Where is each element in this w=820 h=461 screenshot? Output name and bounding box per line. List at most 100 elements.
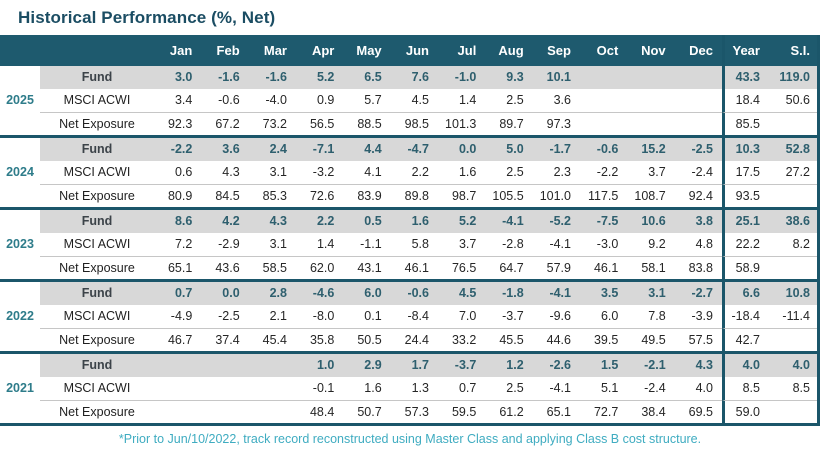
- cell-2022-fund-oct: 3.5: [579, 282, 628, 305]
- footnote-text: *Prior to Jun/10/2022, track record reco…: [118, 432, 702, 446]
- cell-2025-msci-aug: 2.5: [506, 93, 524, 107]
- cell-2021-fund-dec: 4.3: [674, 354, 722, 377]
- cell-2021-fund-sep: -2.6: [532, 354, 580, 377]
- row-label-msci: MSCI ACWI: [63, 381, 131, 395]
- cell-2025-net-oct: [579, 112, 628, 135]
- cell-2023-fund-apr: 2.2: [295, 210, 344, 233]
- cell-2025-fund-sep: 10.1: [532, 66, 580, 89]
- performance-table: Jan Feb Mar Apr May Jun Jul Aug Sep Oct Nov Dec Year…: [0, 35, 820, 426]
- year-label-2024: [0, 184, 40, 207]
- cell-2024-fund-jan: -2.2: [154, 138, 202, 161]
- cell-2022-net-dec: 57.5: [674, 328, 722, 351]
- cell-2022-fund-mar: 2.8: [248, 282, 296, 305]
- cell-2021-net-mar: [248, 400, 296, 423]
- cell-2024-msci-oct: -2.2: [596, 165, 619, 179]
- row-2022-fund: Fund 0.7 0.0 2.8 -4.6 6.0 -0.6 4.5 -1.8 -4.1 3.5 3.…: [0, 282, 817, 305]
- cell-2024-msci-apr: -3.2: [312, 165, 335, 179]
- cell-2022-msci-sep: -9.6: [549, 309, 571, 323]
- cell-2024-msci-year: 17.5: [721, 161, 768, 184]
- cell-2024-net-jun: 89.8: [390, 184, 438, 207]
- cell-2025-msci-feb: -0.6: [218, 93, 240, 107]
- cell-2024-fund-apr: -7.1: [295, 138, 344, 161]
- cell-2022-net-aug: 45.5: [485, 328, 533, 351]
- header-mar: Mar: [263, 43, 287, 58]
- cell-2024-fund-nov: 15.2: [627, 138, 675, 161]
- cell-2022-fund-apr: -4.6: [295, 282, 344, 305]
- cell-2021-msci-jun: 1.3: [411, 381, 429, 395]
- cell-2023-msci-feb: -2.9: [218, 237, 240, 251]
- cell-2025-net-aug: 89.7: [485, 112, 533, 135]
- cell-2021-net-jun: 57.3: [390, 400, 438, 423]
- header-oct: Oct: [596, 43, 619, 58]
- cell-2024-net-feb: 84.5: [201, 184, 249, 207]
- cell-2024-net-apr: 72.6: [295, 184, 344, 207]
- cell-2024-net-aug: 105.5: [485, 184, 533, 207]
- header-si: S.I.: [790, 43, 810, 58]
- cell-2021-msci-aug: 2.5: [506, 381, 524, 395]
- cell-2024-fund-mar: 2.4: [248, 138, 296, 161]
- cell-2022-net-si: [767, 328, 817, 351]
- cell-2022-msci-may: 0.1: [364, 309, 382, 323]
- cell-2023-msci-dec: 4.8: [695, 237, 713, 251]
- cell-2022-net-jul: 33.2: [437, 328, 486, 351]
- cell-2021-net-may: 50.7: [343, 400, 391, 423]
- cell-2024-net-dec: 92.4: [674, 184, 722, 207]
- row-2025-fund: Fund 3.0 -1.6 -1.6 5.2 6.5 7.6 -1.0 9.3 10.1 43.3 1…: [0, 66, 817, 89]
- cell-2024-fund-si: 52.8: [767, 138, 817, 161]
- cell-2023-fund-jul: 5.2: [437, 210, 486, 233]
- cell-2021-net-jan: [154, 400, 202, 423]
- cell-2024-fund-jun: -4.7: [390, 138, 438, 161]
- cell-2021-fund-aug: 1.2: [485, 354, 533, 377]
- cell-2022-msci-oct: 6.0: [600, 309, 619, 323]
- cell-2022-fund-jun: -0.6: [390, 282, 438, 305]
- table-header-row: Jan Feb Mar Apr May Jun Jul Aug Sep Oct Nov Dec Year…: [0, 35, 817, 66]
- cell-2023-msci-mar: 3.1: [269, 237, 287, 251]
- cell-2022-fund-nov: 3.1: [627, 282, 675, 305]
- row-label-net: Net Exposure: [40, 112, 154, 135]
- cell-2025-net-feb: 67.2: [201, 112, 249, 135]
- cell-2023-fund-si: 38.6: [767, 210, 817, 233]
- cell-2022-fund-si: 10.8: [767, 282, 817, 305]
- cell-2023-msci-jun: 5.8: [411, 237, 429, 251]
- cell-2022-net-oct: 39.5: [579, 328, 628, 351]
- row-2025-net: Net Exposure 92.3 67.2 73.2 56.5 88.5 98.5 101.…: [0, 112, 817, 135]
- cell-2024-net-year: 93.5: [721, 184, 768, 207]
- cell-2021-msci-nov: -2.4: [644, 381, 666, 395]
- header-feb: Feb: [216, 43, 240, 58]
- cell-2023-net-apr: 62.0: [295, 256, 344, 279]
- row-2021-fund: Fund 1.0 2.9 1.7 -3.7 1.2 -2.6 1.5 -2.1 4.3 4.0 4.0: [0, 354, 817, 377]
- row-label-fund: Fund: [40, 66, 154, 89]
- year-group-2024: Fund -2.2 3.6 2.4 -7.1 4.4 -4.7 0.0 5.0 -1.7 -0.6 1…: [0, 138, 817, 210]
- cell-2024-msci-dec: -2.4: [691, 165, 713, 179]
- header-dec: Dec: [689, 43, 713, 58]
- cell-2024-msci-feb: 4.3: [222, 165, 240, 179]
- cell-2025-msci-year: 18.4: [721, 89, 768, 112]
- cell-2022-net-nov: 49.5: [627, 328, 675, 351]
- cell-2021-msci-jan: [154, 377, 201, 400]
- cell-2025-net-si: [767, 112, 817, 135]
- cell-2023-fund-feb: 4.2: [201, 210, 249, 233]
- cell-2025-fund-may: 6.5: [343, 66, 391, 89]
- row-2022-msci: 2022 MSCI ACWI -4.9 -2.5 2.1 -8.0 0.1 -8.4 7.0 -3…: [0, 305, 817, 328]
- cell-2023-fund-sep: -5.2: [532, 210, 580, 233]
- cell-2025-fund-jul: -1.0: [437, 66, 486, 89]
- cell-2025-msci-nov: [627, 89, 674, 112]
- cell-2023-fund-nov: 10.6: [627, 210, 675, 233]
- cell-2021-fund-jan: [154, 354, 202, 377]
- cell-2021-fund-mar: [248, 354, 296, 377]
- cell-2023-net-si: [767, 256, 817, 279]
- cell-2024-fund-aug: 5.0: [485, 138, 533, 161]
- cell-2025-msci-jan: 3.4: [174, 93, 193, 107]
- cell-2021-fund-jun: 1.7: [390, 354, 438, 377]
- cell-2025-fund-dec: [674, 66, 722, 89]
- cell-2022-net-jan: 46.7: [154, 328, 202, 351]
- cell-2025-fund-feb: -1.6: [201, 66, 249, 89]
- cell-2025-fund-oct: [579, 66, 628, 89]
- cell-2025-msci-may: 5.7: [364, 93, 382, 107]
- header-apr: Apr: [311, 43, 335, 58]
- cell-2023-net-mar: 58.5: [248, 256, 296, 279]
- row-label-msci: MSCI ACWI: [63, 93, 131, 107]
- cell-2023-net-aug: 64.7: [485, 256, 533, 279]
- cell-2021-net-dec: 69.5: [674, 400, 722, 423]
- row-label-msci: MSCI ACWI: [63, 309, 131, 323]
